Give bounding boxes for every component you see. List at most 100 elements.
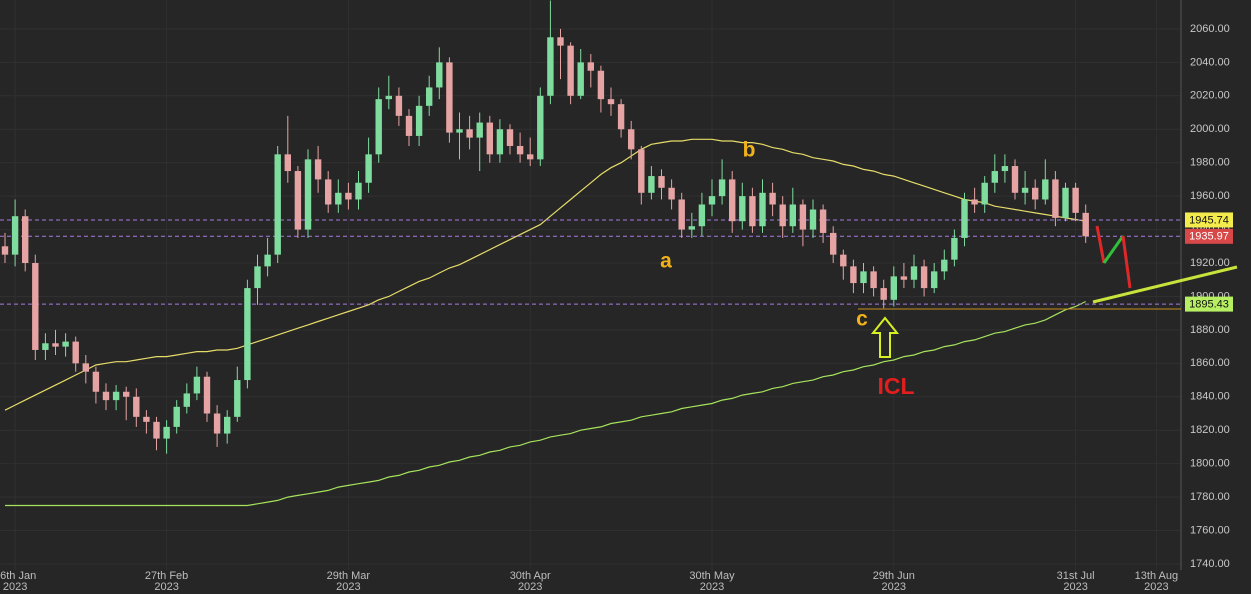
candle-body [658,176,665,188]
candle-body [123,391,130,397]
candle-body [961,199,968,238]
candle-body [213,413,221,434]
candle-body [759,192,766,227]
candle-body [638,149,645,193]
trend-line [1092,265,1238,304]
candle-body [133,396,140,417]
candle-body [304,159,312,230]
candle-body [1062,187,1069,218]
candle-body [941,259,948,272]
candle-body [42,343,49,350]
candle-body [476,122,483,138]
price-label: 1945.74 [1189,214,1229,226]
candle-body [335,192,342,205]
candle-body [931,271,938,289]
candle-body [375,99,382,155]
x-tick-label: 29th Jun 2023 [872,570,915,593]
candle-body [597,70,605,100]
candle-body [628,129,635,150]
candle-body [567,45,574,96]
candle-body [537,95,544,160]
candle-body [698,204,706,227]
y-tick-label: 2000.00 [1190,123,1230,135]
candle-body [840,254,847,267]
price-label-bg [1185,228,1233,244]
candle-body [52,343,59,347]
candle-body [1001,166,1009,172]
candle-body [708,196,716,205]
candle-body [62,341,69,347]
candle-body [900,276,908,280]
candle-body [294,171,302,230]
x-tick-label: 27th Feb 2023 [144,570,189,593]
candle-body [345,192,352,200]
candle-body [11,216,19,255]
candle-body [890,276,897,300]
candle-body [446,62,453,133]
candle-body [678,199,685,230]
candle-body [466,129,473,138]
annotation: a [660,250,672,273]
candle-body [991,171,998,183]
candle-body [456,129,463,133]
candle-body [557,37,564,46]
candle-body [486,122,493,155]
moving-average [4,138,1086,411]
annotation: b [743,139,756,162]
y-tick-label: 2060.00 [1190,23,1230,35]
candle-body [607,99,615,105]
candle-body [395,95,403,116]
candle-body [102,391,110,401]
y-tick-label: 1760.00 [1190,524,1230,536]
candle-body [224,416,231,434]
price-label: 1935.97 [1189,231,1229,243]
candle-body [981,182,988,205]
projection-down [1095,225,1106,264]
price-label-bg [1185,212,1233,228]
candle-body [749,196,756,227]
x-tick-label: 30th Apr 2023 [509,570,551,593]
candle-body [547,37,554,96]
moving-average [5,300,1086,507]
candle-body [355,182,362,200]
annotation: ICL [877,373,914,399]
price-label: 1895.43 [1189,299,1229,311]
projection-up [1102,235,1125,264]
y-tick-label: 1880.00 [1190,324,1230,336]
candle-body [426,87,433,106]
x-tick-label: 26th Jan 2023 [0,570,37,593]
candle-body [1021,187,1029,193]
candle-body [587,62,594,71]
candle-body [506,129,514,146]
candle-body [203,376,211,414]
candle-body [850,266,857,284]
x-tick-label: 13th Aug 2023 [1134,570,1179,593]
candle-body [143,416,150,422]
candle-body [951,237,958,260]
candle-body [688,226,695,230]
candle-body [729,179,736,222]
x-tick-label: 29th Mar 2023 [326,570,371,593]
candle-body [234,380,241,417]
y-tick-label: 1980.00 [1190,157,1230,169]
candle-body [92,371,100,392]
candle-body [789,204,796,227]
y-tick-label: 1780.00 [1190,491,1230,503]
candle-body [769,192,776,205]
x-tick-label: 31st Jul 2023 [1056,570,1095,593]
y-tick-label: 1840.00 [1190,391,1230,403]
candle-body [22,216,29,264]
candle-body [1032,187,1039,200]
candle-body [153,421,160,439]
candle-body [668,187,675,200]
candle-body [314,159,322,180]
candle-body [577,62,584,96]
candle-body [910,266,918,280]
candle-body [809,209,817,230]
y-tick-label: 1920.00 [1190,257,1230,269]
annotation: c [856,308,868,331]
candle-body [72,341,79,364]
candle-body [264,254,271,267]
